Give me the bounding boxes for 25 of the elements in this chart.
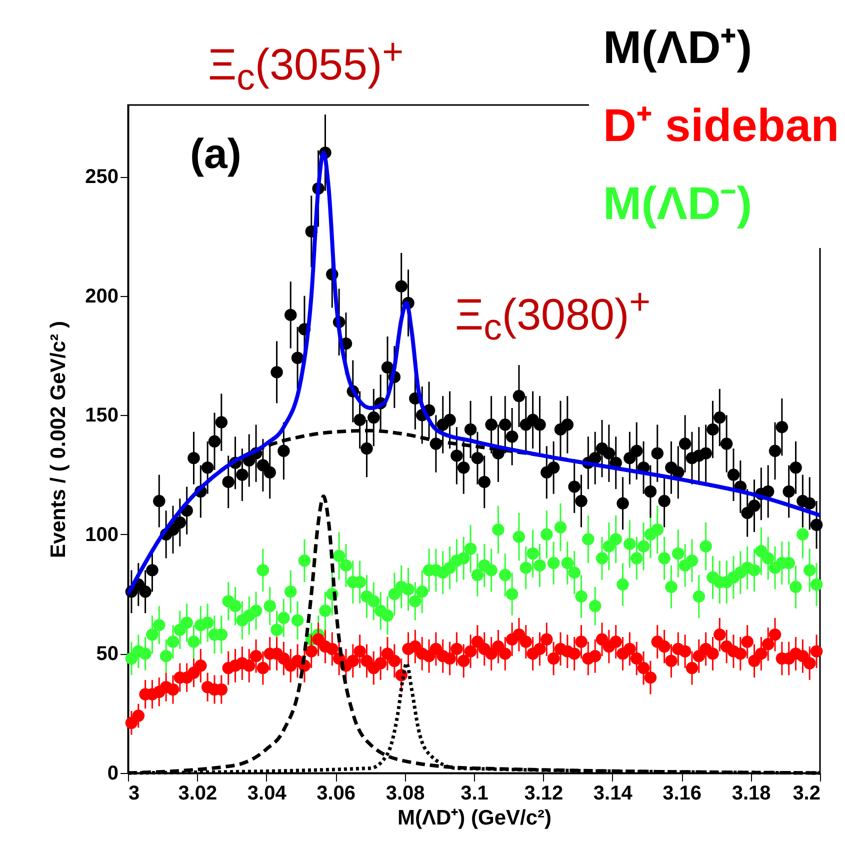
x-tick-label: 3.14 <box>593 782 634 804</box>
x-tick-label: 3.02 <box>178 782 218 804</box>
x-tick-label: 3.08 <box>386 782 425 804</box>
y-tick-label: 250 <box>85 166 118 188</box>
text: M(ΛD⁺) <box>603 20 754 75</box>
text: Ξ$_{c}$(3055)$^{+}$ <box>208 31 404 98</box>
x-tick-label: 3.1 <box>460 782 488 804</box>
text: M(ΛD⁻) <box>603 176 754 231</box>
x-tick-label: 3.12 <box>524 782 564 804</box>
x-tick-label: 3.2 <box>792 782 820 804</box>
x-tick-label: 3 <box>128 782 140 804</box>
y-tick-label: 200 <box>85 285 118 308</box>
y-tick-label: 150 <box>85 404 118 427</box>
annotation: Ξ$_{c}$(3080)$^{+}$ <box>455 281 651 348</box>
x-axis-title: M(ΛD⁺) (GeV/c²) <box>398 806 552 830</box>
x-tick-label: 3.16 <box>662 782 702 804</box>
y-tick-label: 100 <box>85 524 118 546</box>
x-tick-label: 3.18 <box>732 782 771 804</box>
x-tick-label: 3.06 <box>316 782 356 804</box>
y-axis-title: Events / ( 0.002 GeV/c² ) <box>47 321 70 558</box>
x-tick-label: 3.04 <box>247 782 288 804</box>
y-tick-label: 0 <box>107 762 118 784</box>
annotation: (a) <box>190 130 242 177</box>
y-tick-label: 50 <box>96 643 118 666</box>
text: D⁺ sideban <box>603 98 839 153</box>
